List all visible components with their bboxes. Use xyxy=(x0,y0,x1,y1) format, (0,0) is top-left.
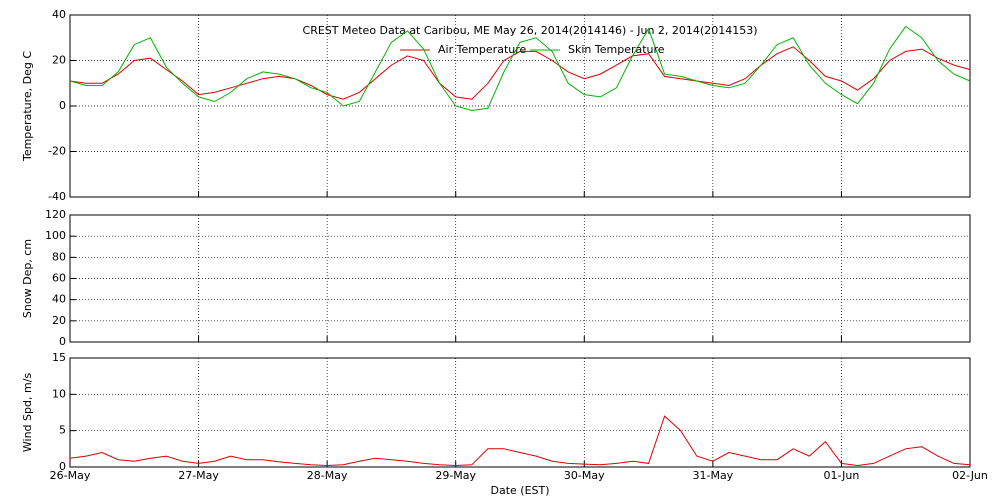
x-tick-label: 29-May xyxy=(435,469,476,482)
x-axis-label: Date (EST) xyxy=(490,484,549,497)
x-tick-label: 31-May xyxy=(692,469,733,482)
y-tick-label: 40 xyxy=(52,293,66,306)
legend-label: Skin Temperature xyxy=(568,43,665,56)
x-tick-label: 27-May xyxy=(178,469,219,482)
legend-label: Air Temperature xyxy=(438,43,527,56)
y-axis-label: Temperature, Deg C xyxy=(21,51,34,162)
x-tick-label: 26-May xyxy=(50,469,91,482)
plot-frame xyxy=(69,357,971,468)
series-line xyxy=(69,415,971,467)
y-tick-label: 15 xyxy=(52,351,66,364)
plot-frame xyxy=(69,14,971,198)
series-line xyxy=(69,46,971,100)
y-tick-label: 40 xyxy=(52,8,66,21)
y-tick-label: 0 xyxy=(59,335,66,348)
y-tick-label: 60 xyxy=(52,272,66,285)
chart-title: CREST Meteo Data at Caribou, ME May 26, … xyxy=(303,24,758,37)
y-tick-label: 5 xyxy=(59,424,66,437)
y-tick-label: 100 xyxy=(45,229,66,242)
y-tick-label: -20 xyxy=(48,145,66,158)
y-tick-label: 10 xyxy=(52,387,66,400)
series-line xyxy=(69,25,971,112)
y-axis-label: Snow Dep, cm xyxy=(21,239,34,318)
y-tick-label: 0 xyxy=(59,99,66,112)
y-axis-label: Wind Spd, m/s xyxy=(21,373,34,453)
y-tick-label: -40 xyxy=(48,190,66,203)
y-tick-label: 120 xyxy=(45,208,66,221)
y-tick-label: 20 xyxy=(52,54,66,67)
x-tick-label: 01-Jun xyxy=(824,469,860,482)
x-tick-label: 28-May xyxy=(307,469,348,482)
plot-frame xyxy=(69,214,971,343)
y-tick-label: 80 xyxy=(52,250,66,263)
y-tick-label: 0 xyxy=(59,460,66,473)
y-tick-label: 20 xyxy=(52,314,66,327)
x-tick-label: 30-May xyxy=(564,469,605,482)
x-tick-label: 02-Jun xyxy=(952,469,988,482)
